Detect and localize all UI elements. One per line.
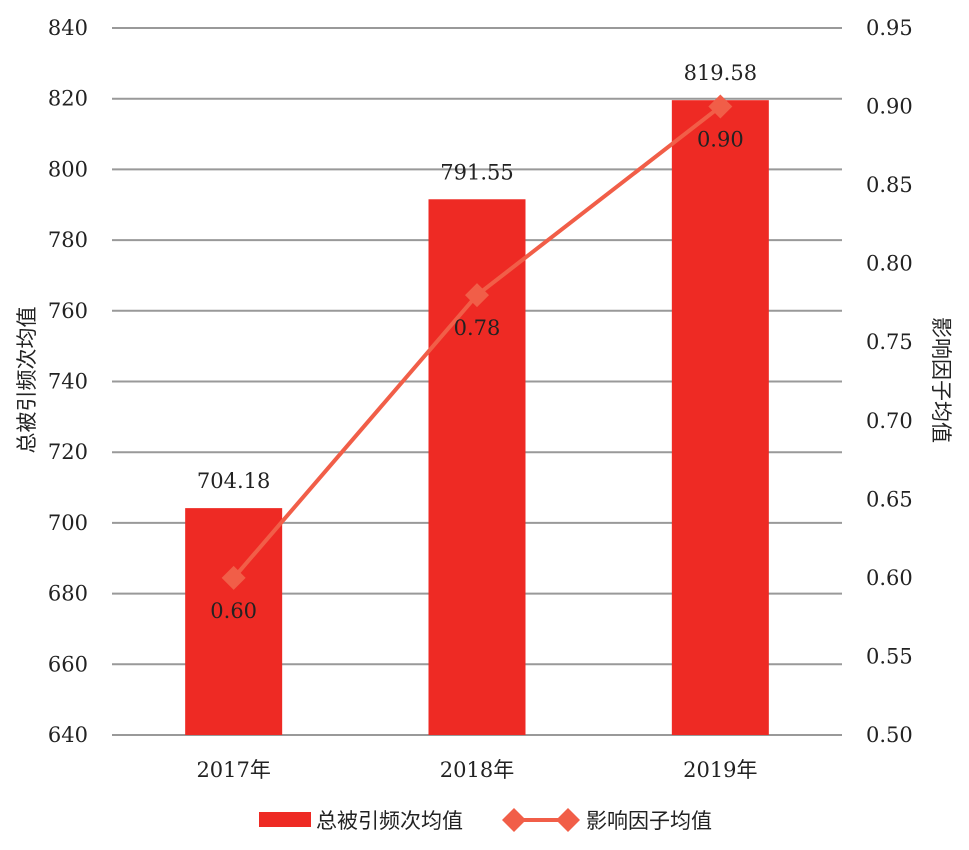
line-data-label: 0.78 [454,316,501,340]
y-tick-label: 740 [48,370,88,394]
bar [185,508,283,735]
legend-bar-swatch [259,812,311,827]
legend: 总被引频次均值 影响因子均值 [259,808,712,833]
x-tick-label: 2019年 [683,758,757,782]
right-axis-title: 影响因子均值 [929,317,953,443]
line-series: 0.60 0.78 0.90 [210,94,744,623]
line-data-label: 0.90 [697,128,744,152]
bar [671,100,769,736]
bar [428,199,526,735]
y-tick-label: 660 [48,652,88,676]
y2-tick-label: 0.95 [866,16,913,40]
x-tick-label: 2018年 [440,758,514,782]
y-tick-label: 700 [48,511,88,535]
legend-line-label: 影响因子均值 [586,809,712,833]
y2-tick-label: 0.75 [866,330,913,354]
line-marker [465,283,489,308]
y-tick-label: 800 [48,157,88,181]
legend-diamond-marker [556,808,580,832]
y-tick-label: 720 [48,440,88,464]
left-axis-ticks: 640 660 680 700 720 740 760 780 800 820 840 [48,16,88,747]
y2-tick-label: 0.70 [866,409,913,433]
bar-data-label: 791.55 [440,160,513,184]
y2-tick-label: 0.80 [866,252,913,276]
y-tick-label: 760 [48,299,88,323]
x-tick-label: 2017年 [196,758,270,782]
y-tick-label: 840 [48,16,88,40]
x-axis-ticks: 2017年 2018年 2019年 [196,758,757,782]
y2-tick-label: 0.90 [866,95,913,119]
y2-tick-label: 0.55 [866,644,913,668]
line-data-label: 0.60 [210,599,257,623]
bar-series: 704.18 791.55 819.58 [185,61,769,736]
y-tick-label: 680 [48,582,88,606]
right-axis-ticks: 0.50 0.55 0.60 0.65 0.70 0.75 0.80 0.85 0.90 0.95 [866,16,913,747]
line-marker [221,565,246,590]
left-axis-title: 总被引频次均值 [15,307,39,454]
legend-diamond-marker [502,808,526,832]
y2-tick-label: 0.60 [866,566,913,590]
legend-bar-label: 总被引频次均值 [316,809,463,833]
y2-tick-label: 0.85 [866,173,913,197]
y2-tick-label: 0.50 [866,723,913,747]
y-tick-label: 780 [48,228,88,252]
bar-data-label: 704.18 [197,469,270,493]
y2-tick-label: 0.65 [866,487,913,511]
bar-data-label: 819.58 [684,61,757,85]
y-tick-label: 820 [48,87,88,111]
line-marker [708,94,733,119]
y-tick-label: 640 [48,723,88,747]
